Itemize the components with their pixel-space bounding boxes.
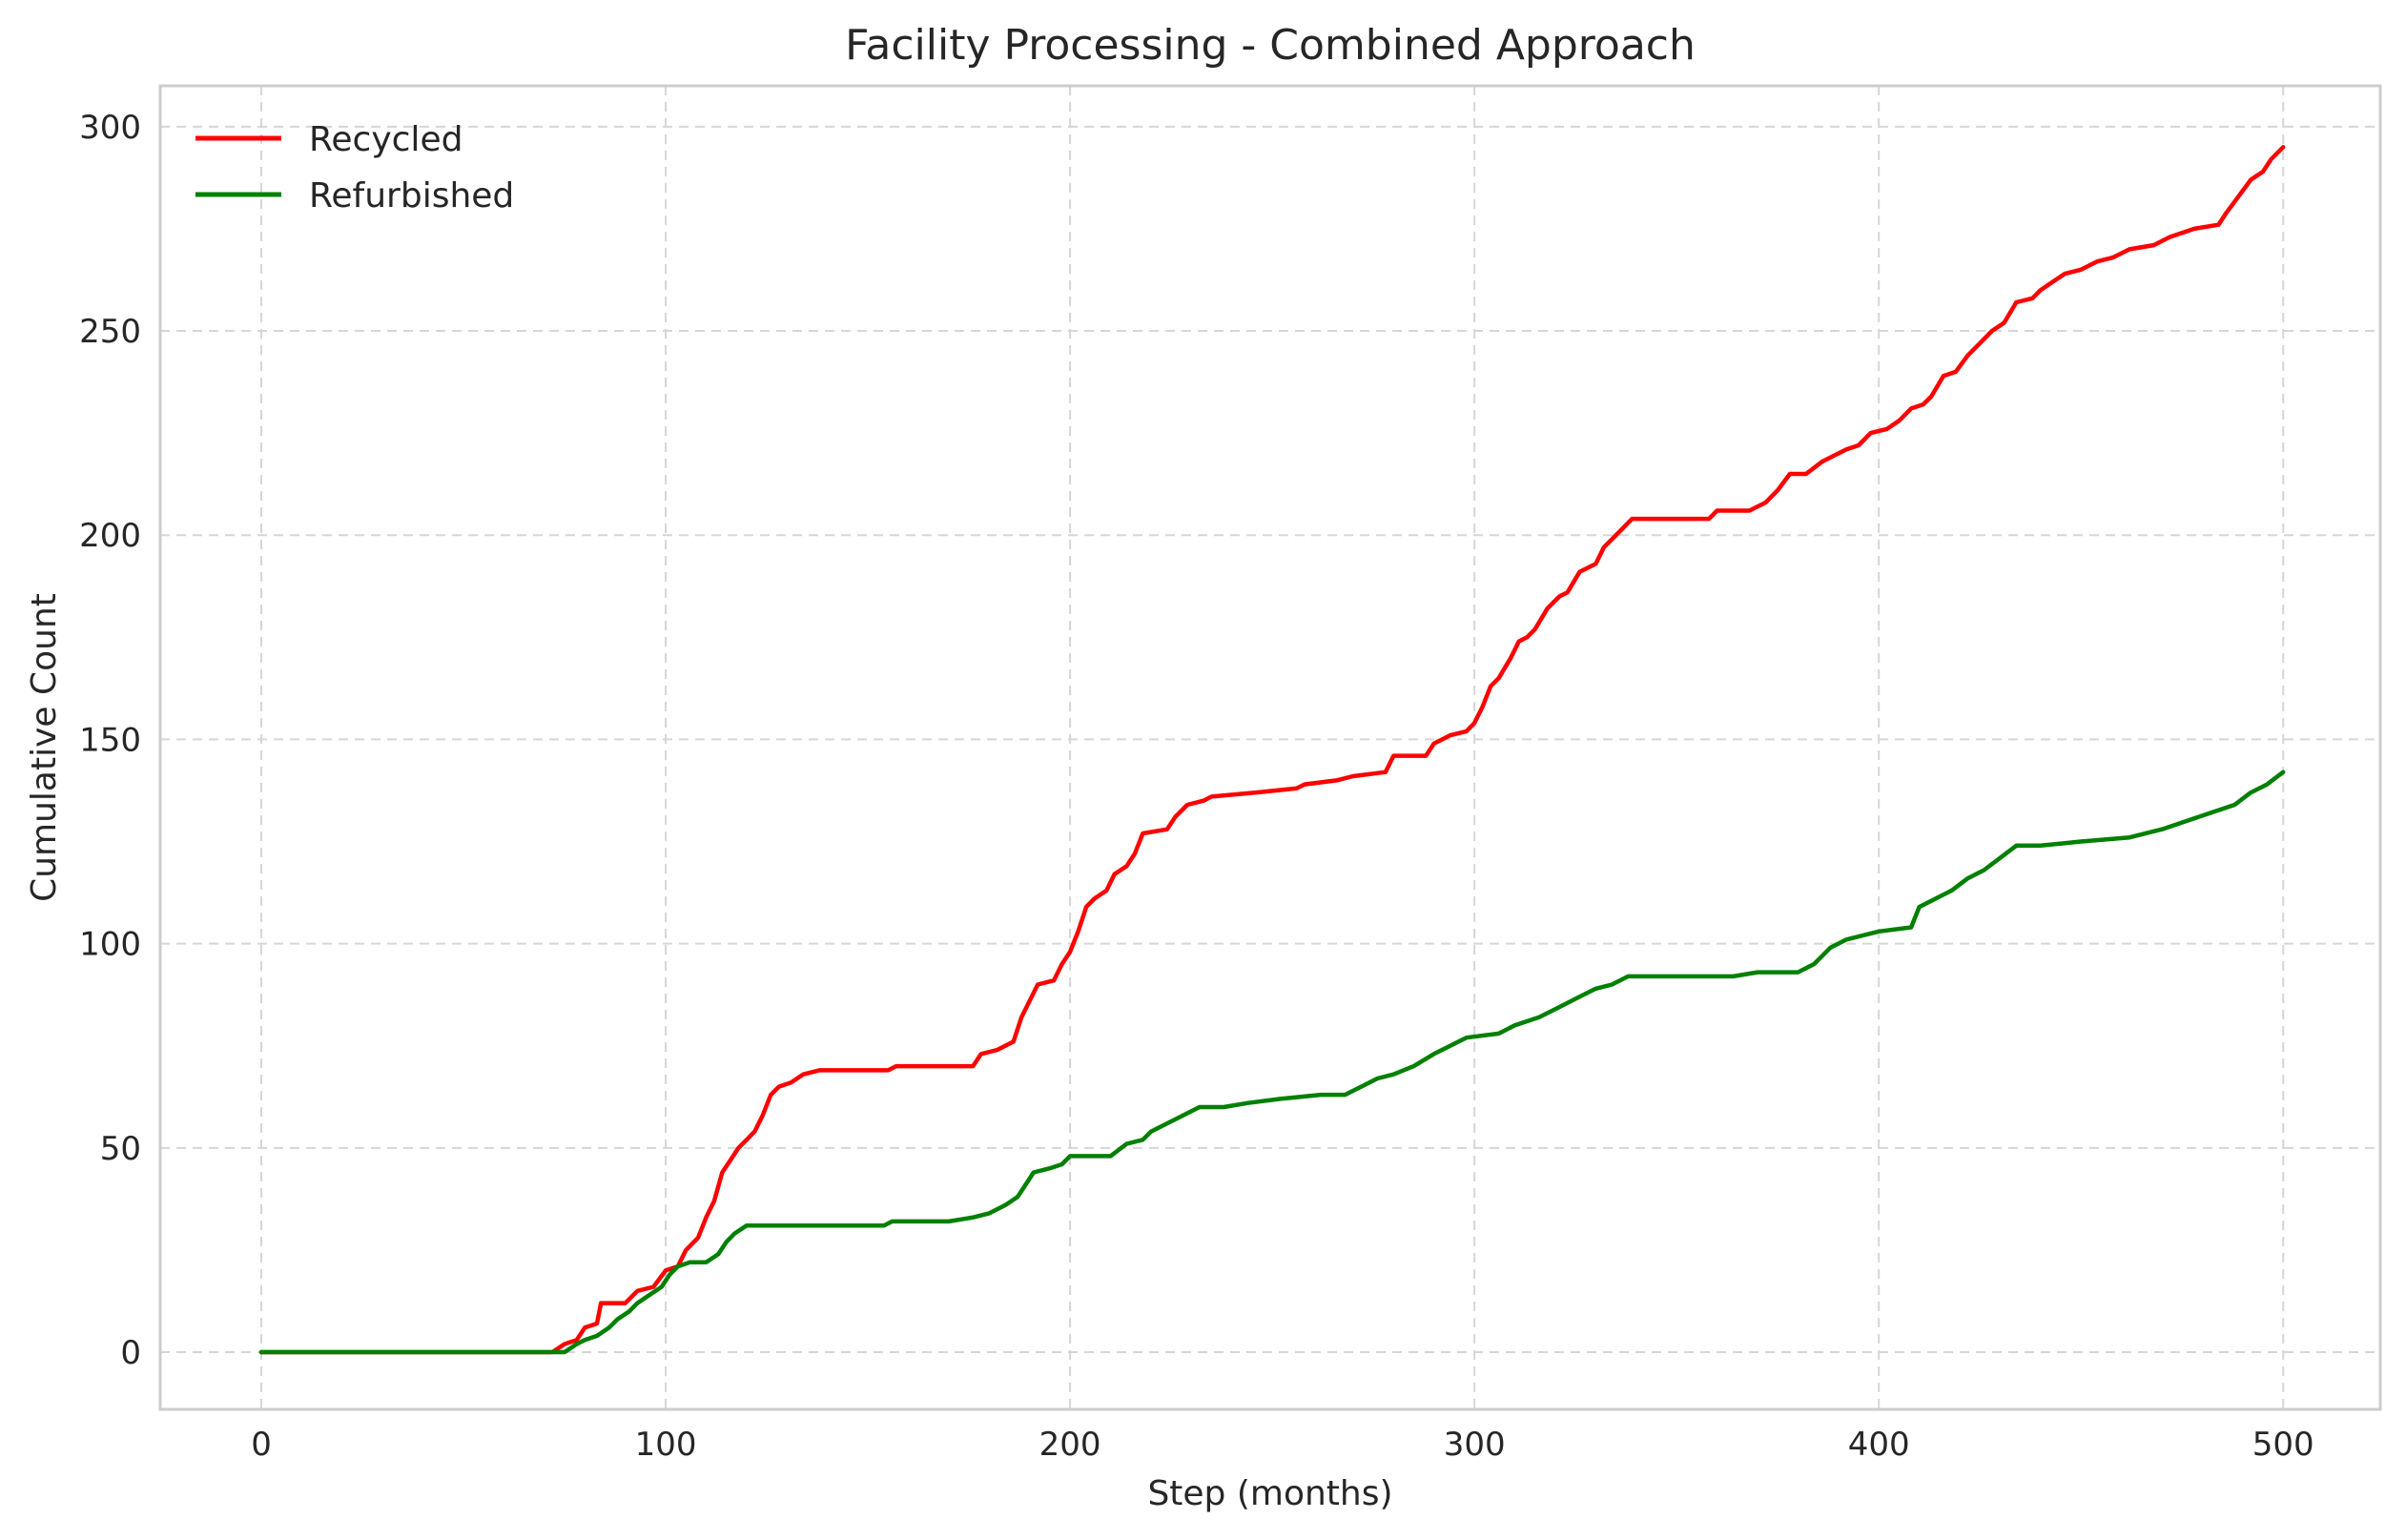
x-tick-label: 400 <box>1848 1426 1910 1464</box>
series-line-refurbished <box>258 770 2286 1355</box>
x-tick-label: 500 <box>2252 1426 2314 1464</box>
y-tick-label: 200 <box>79 517 141 555</box>
series-layer <box>258 145 2286 1355</box>
x-tick-label: 100 <box>635 1426 697 1464</box>
y-tick-label: 300 <box>79 109 141 147</box>
plot-frame <box>158 84 2382 1411</box>
y-tick-label: 0 <box>120 1334 141 1372</box>
x-tick-labels: 0 100 200 300 400 500 <box>251 1426 2313 1464</box>
y-tick-label: 100 <box>79 926 141 964</box>
y-tick-label: 50 <box>100 1130 141 1168</box>
chart-title: Facility Processing - Combined Approach <box>845 21 1696 70</box>
x-tick-label: 0 <box>251 1426 272 1464</box>
x-axis-label: Step (months) <box>1147 1474 1392 1513</box>
legend: Recycled Refurbished <box>195 120 514 216</box>
series-line-recycled <box>258 145 2286 1355</box>
x-tick-label: 200 <box>1039 1426 1101 1464</box>
y-tick-label: 150 <box>79 721 141 759</box>
y-tick-labels: 0 50 100 150 200 250 300 <box>79 109 141 1372</box>
x-tick-label: 300 <box>1444 1426 1506 1464</box>
y-tick-label: 250 <box>79 313 141 351</box>
legend-label-refurbished: Refurbished <box>309 176 514 216</box>
grid-layer <box>160 86 2380 1409</box>
y-axis-label: Cumulative Count <box>25 593 64 902</box>
legend-label-recycled: Recycled <box>309 120 463 159</box>
